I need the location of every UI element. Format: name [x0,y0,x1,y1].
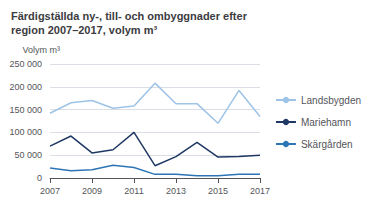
svg-text:2009: 2009 [82,186,102,196]
svg-text:region 2007–2017, volym m³: region 2007–2017, volym m³ [11,24,157,36]
svg-text:2013: 2013 [166,186,186,196]
svg-text:2011: 2011 [124,186,143,196]
svg-text:250 000: 250 000 [9,59,42,69]
svg-text:2015: 2015 [208,186,228,196]
svg-text:2007: 2007 [40,186,60,196]
svg-text:Mariehamn: Mariehamn [301,117,351,128]
svg-text:150 000: 150 000 [9,105,42,115]
svg-text:Skärgården: Skärgården [301,139,353,150]
svg-text:200 000: 200 000 [9,82,42,92]
svg-text:Volym m³: Volym m³ [22,45,60,55]
svg-text:0: 0 [37,173,42,183]
svg-text:Landsbygden: Landsbygden [301,95,361,106]
svg-text:50 000: 50 000 [14,150,42,160]
svg-text:100 000: 100 000 [9,127,42,137]
svg-text:2017: 2017 [250,186,270,196]
svg-text:Färdigställda ny-, till- och o: Färdigställda ny-, till- och ombyggnader… [11,10,248,22]
